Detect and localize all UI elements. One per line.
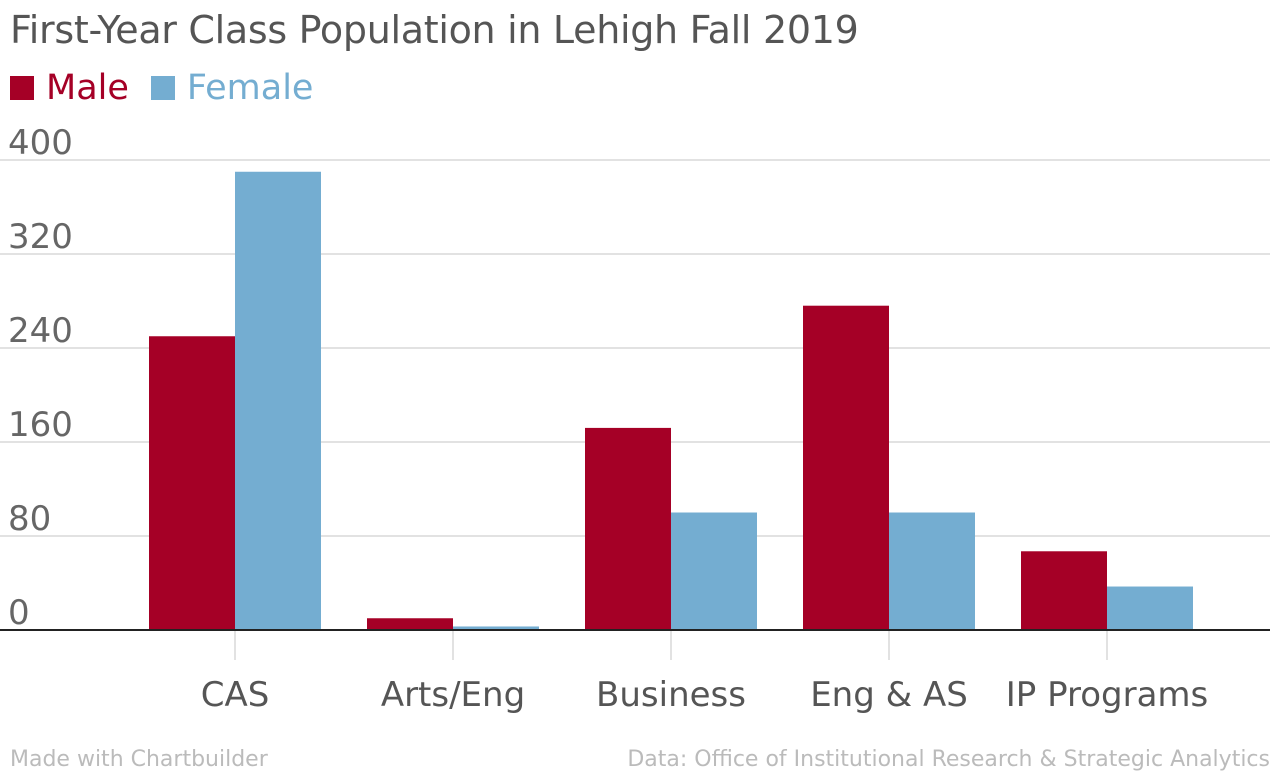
footer-credit: Made with Chartbuilder <box>10 747 268 772</box>
chart-title: First-Year Class Population in Lehigh Fa… <box>10 8 859 52</box>
bar-female <box>235 171 321 630</box>
y-tick-label: 400 <box>8 123 73 163</box>
legend-item-female: Female <box>150 68 314 108</box>
bar-male <box>803 305 889 630</box>
y-tick-label: 80 <box>8 499 51 539</box>
x-tick-label: Arts/Eng <box>381 675 525 715</box>
y-tick-label: 160 <box>8 405 73 445</box>
bar-female <box>1107 586 1193 630</box>
bar-male <box>585 427 671 630</box>
bar-male <box>1021 551 1107 630</box>
bar-female <box>889 512 975 630</box>
bar-female <box>671 512 757 630</box>
legend-label-male: Male <box>46 68 129 108</box>
x-tick-label: Eng & AS <box>810 675 968 715</box>
legend-swatch-female <box>150 76 175 100</box>
bar-male <box>367 618 453 630</box>
x-tick-label: IP Programs <box>1006 675 1209 715</box>
y-tick-label: 320 <box>8 217 73 257</box>
legend-item-male: Male <box>10 68 129 108</box>
bar-female <box>453 626 539 630</box>
legend: Male Female <box>10 68 335 108</box>
footer-source: Data: Office of Institutional Research &… <box>627 747 1270 772</box>
bar-male <box>149 336 235 630</box>
legend-swatch-male <box>10 76 34 100</box>
y-tick-label: 240 <box>8 311 73 351</box>
x-tick-label: CAS <box>201 675 270 715</box>
legend-label-female: Female <box>186 68 314 108</box>
x-tick-label: Business <box>596 675 746 715</box>
y-tick-label: 0 <box>8 593 30 633</box>
